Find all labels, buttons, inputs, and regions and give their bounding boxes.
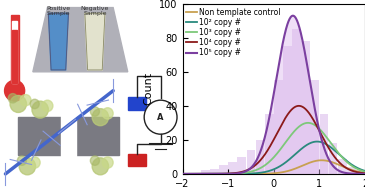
Text: A: A [157, 113, 164, 122]
Circle shape [92, 109, 109, 126]
10² copy # [233, 173, 238, 175]
Non template control [217, 173, 221, 175]
Bar [201, 170, 210, 174]
Circle shape [91, 156, 99, 165]
Bar [210, 169, 219, 174]
10⁵ copy # [233, 172, 238, 175]
Bar [219, 165, 228, 174]
Circle shape [144, 100, 177, 134]
10² copy # [315, 140, 319, 143]
Legend: Non template control, 10² copy #, 10³ copy #, 10⁴ copy #, 10⁵ copy #: Non template control, 10² copy #, 10³ co… [185, 6, 283, 59]
10⁴ copy # [301, 107, 306, 109]
10² copy # [180, 173, 185, 175]
Bar [12, 21, 17, 83]
10² copy # [335, 152, 339, 154]
Bar [320, 114, 328, 174]
Non template control [180, 173, 185, 175]
10³ copy # [233, 172, 238, 175]
Bar [256, 140, 264, 174]
Line: 10⁵ copy #: 10⁵ copy # [182, 16, 365, 174]
10² copy # [318, 141, 322, 143]
10³ copy # [306, 122, 310, 124]
Bar [61, 110, 76, 163]
10⁵ copy # [318, 132, 322, 134]
Text: Negative
Sample: Negative Sample [81, 6, 109, 16]
Line: 10² copy #: 10² copy # [182, 142, 365, 174]
10³ copy # [180, 173, 185, 175]
10⁴ copy # [335, 159, 339, 162]
Bar [12, 30, 17, 83]
Circle shape [42, 100, 53, 112]
Circle shape [30, 99, 39, 109]
10⁵ copy # [217, 173, 221, 175]
Circle shape [10, 95, 27, 112]
Bar [247, 150, 255, 174]
10⁵ copy # [273, 83, 277, 85]
10⁵ copy # [291, 15, 295, 17]
Bar [311, 80, 319, 174]
Circle shape [29, 157, 40, 168]
Bar [238, 157, 246, 174]
Circle shape [19, 158, 36, 175]
Polygon shape [33, 8, 128, 72]
10³ copy # [273, 154, 277, 157]
Bar [329, 143, 337, 174]
10⁴ copy # [180, 173, 185, 175]
Polygon shape [48, 13, 69, 70]
Bar [338, 159, 346, 174]
Circle shape [92, 158, 109, 175]
Bar [128, 154, 146, 166]
Bar [347, 167, 356, 174]
10⁴ copy # [273, 135, 277, 138]
10⁵ copy # [301, 46, 306, 48]
10⁵ copy # [335, 169, 339, 171]
Polygon shape [85, 13, 105, 70]
Circle shape [102, 108, 113, 119]
Bar [228, 162, 237, 174]
10⁴ copy # [217, 173, 221, 175]
10² copy # [217, 173, 221, 175]
Bar [265, 114, 273, 174]
10⁴ copy # [318, 131, 322, 133]
10⁴ copy # [296, 105, 301, 107]
Bar [11, 15, 19, 83]
10² copy # [301, 146, 306, 148]
10³ copy # [217, 173, 221, 175]
10³ copy # [318, 128, 322, 131]
Non template control [301, 164, 306, 166]
Text: Positive
Sample: Positive Sample [46, 6, 70, 16]
Non template control [319, 159, 324, 161]
Bar [283, 46, 292, 174]
Non template control [273, 172, 277, 174]
Non template control [233, 173, 238, 175]
Bar [274, 80, 283, 174]
10⁴ copy # [233, 172, 238, 174]
Circle shape [20, 94, 31, 106]
Line: 10⁴ copy #: 10⁴ copy # [182, 106, 365, 174]
10⁵ copy # [180, 173, 185, 175]
Bar [356, 170, 365, 174]
10³ copy # [301, 123, 306, 125]
Circle shape [32, 101, 48, 118]
Circle shape [4, 80, 25, 101]
Non template control [335, 163, 339, 165]
Y-axis label: Count: Count [144, 72, 154, 105]
10² copy # [273, 167, 277, 170]
Circle shape [102, 157, 113, 168]
Circle shape [17, 156, 26, 165]
10³ copy # [335, 151, 339, 153]
Bar [128, 97, 146, 110]
Bar [301, 41, 310, 174]
Bar [18, 117, 119, 155]
Line: Non template control: Non template control [182, 160, 365, 174]
Bar [292, 29, 301, 174]
Circle shape [91, 107, 99, 116]
Circle shape [8, 94, 17, 103]
Line: 10³ copy #: 10³ copy # [182, 123, 365, 174]
Non template control [318, 159, 322, 161]
